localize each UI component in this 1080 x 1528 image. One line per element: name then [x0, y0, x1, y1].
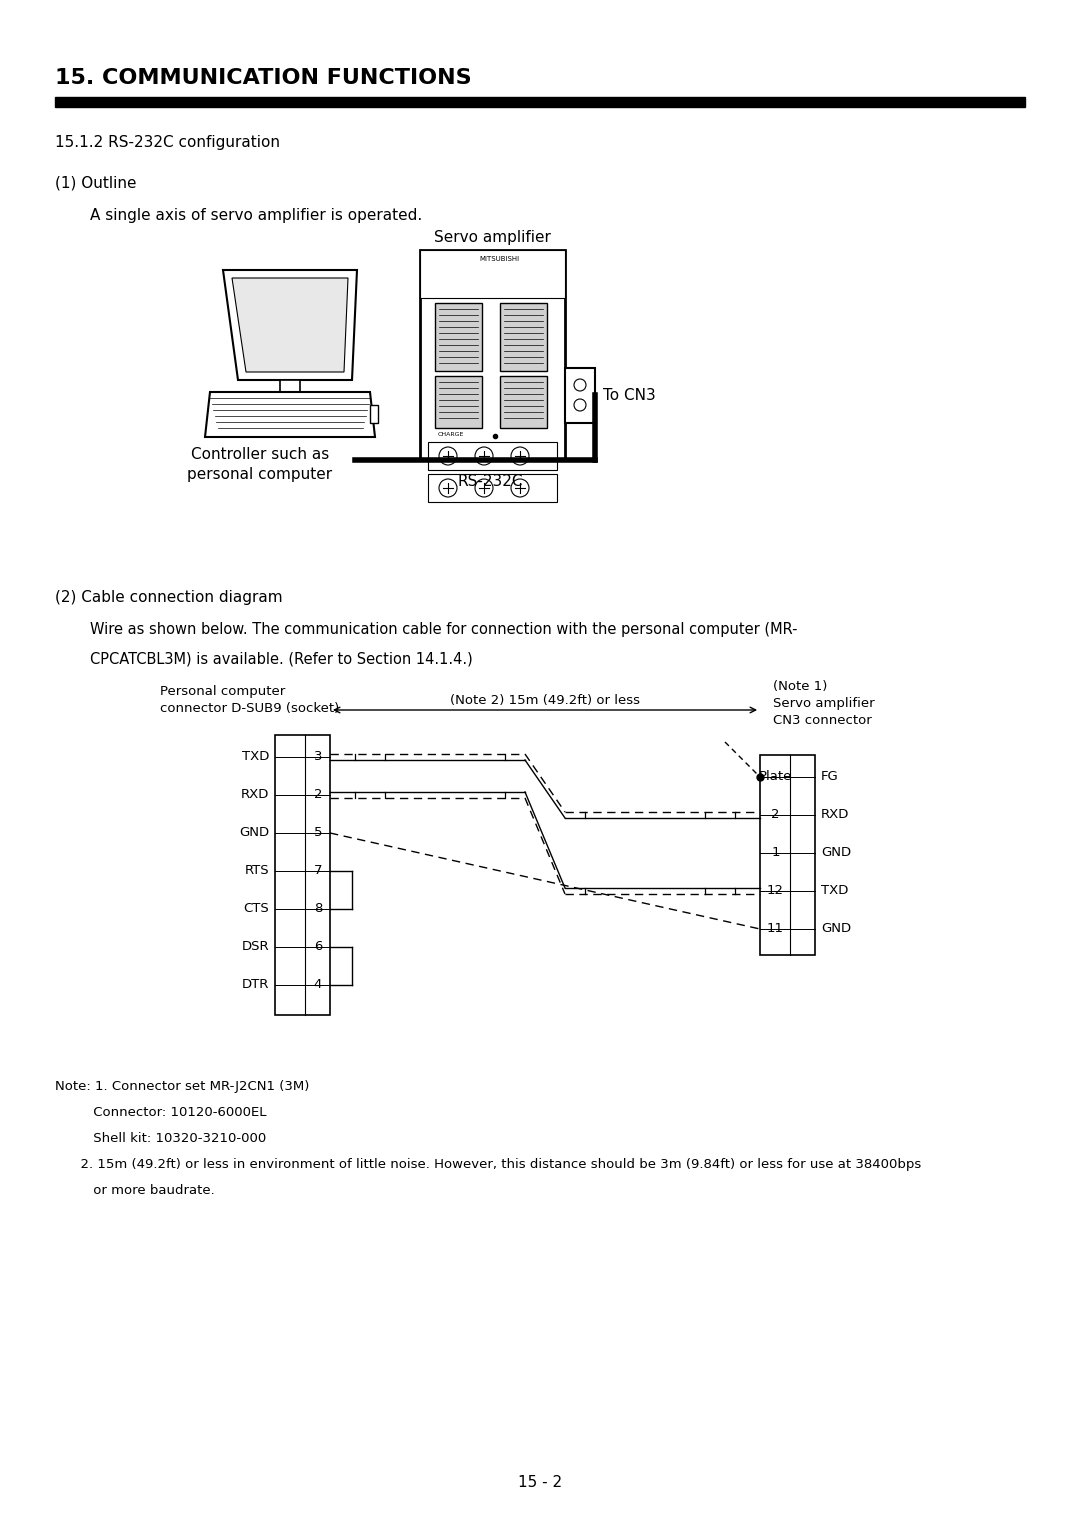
- Text: personal computer: personal computer: [188, 468, 333, 481]
- Text: GND: GND: [821, 847, 851, 859]
- Text: Personal computer: Personal computer: [160, 685, 285, 698]
- Circle shape: [511, 448, 529, 465]
- Text: MITSUBISHI: MITSUBISHI: [480, 257, 519, 261]
- Text: 1: 1: [771, 847, 780, 859]
- Text: Servo amplifier: Servo amplifier: [773, 697, 875, 711]
- Text: Note: 1. Connector set MR-J2CN1 (3M): Note: 1. Connector set MR-J2CN1 (3M): [55, 1080, 309, 1093]
- Bar: [500, 303, 546, 371]
- Text: Connector: 10120-6000EL: Connector: 10120-6000EL: [55, 1106, 267, 1118]
- Text: 12: 12: [767, 885, 784, 897]
- Text: 8: 8: [313, 903, 322, 915]
- Text: RS-232C: RS-232C: [457, 474, 523, 489]
- Text: 2: 2: [771, 808, 780, 822]
- Text: Plate: Plate: [759, 770, 792, 784]
- Text: CPCATCBL3M) is available. (Refer to Section 14.1.4.): CPCATCBL3M) is available. (Refer to Sect…: [90, 652, 473, 668]
- Text: DSR: DSR: [241, 941, 269, 953]
- Circle shape: [573, 379, 586, 391]
- Circle shape: [475, 448, 492, 465]
- Text: 3: 3: [313, 750, 322, 764]
- Text: GND: GND: [821, 923, 851, 935]
- Text: 2: 2: [313, 788, 322, 802]
- Bar: [428, 442, 557, 471]
- Text: Shell kit: 10320-3210-000: Shell kit: 10320-3210-000: [55, 1132, 267, 1144]
- Text: FG: FG: [821, 770, 839, 784]
- Bar: [565, 368, 595, 423]
- Text: Wire as shown below. The communication cable for connection with the personal co: Wire as shown below. The communication c…: [90, 622, 797, 637]
- Bar: [760, 755, 815, 955]
- Circle shape: [573, 399, 586, 411]
- Bar: [420, 251, 565, 298]
- Bar: [435, 376, 482, 428]
- Text: 4: 4: [313, 978, 322, 992]
- Polygon shape: [205, 393, 375, 437]
- Text: Controller such as: Controller such as: [191, 448, 329, 461]
- Text: GND: GND: [239, 827, 269, 839]
- Text: 2. 15m (49.2ft) or less in environment of little noise. However, this distance s: 2. 15m (49.2ft) or less in environment o…: [55, 1158, 921, 1170]
- Text: (Note 2) 15m (49.2ft) or less: (Note 2) 15m (49.2ft) or less: [450, 694, 640, 707]
- Bar: [275, 735, 330, 1015]
- Text: To CN3: To CN3: [603, 388, 656, 402]
- Bar: [370, 405, 378, 423]
- Circle shape: [475, 478, 492, 497]
- Text: 15.1.2 RS-232C configuration: 15.1.2 RS-232C configuration: [55, 134, 280, 150]
- Text: RTS: RTS: [244, 865, 269, 877]
- Text: 7: 7: [313, 865, 322, 877]
- Text: 15. COMMUNICATION FUNCTIONS: 15. COMMUNICATION FUNCTIONS: [55, 69, 472, 89]
- Bar: [420, 251, 565, 460]
- Polygon shape: [222, 270, 357, 380]
- Text: TXD: TXD: [242, 750, 269, 764]
- Text: RXD: RXD: [241, 788, 269, 802]
- Text: 15 - 2: 15 - 2: [518, 1475, 562, 1490]
- Text: 6: 6: [313, 941, 322, 953]
- Text: Servo amplifier: Servo amplifier: [434, 231, 551, 244]
- Bar: [428, 474, 557, 503]
- Text: A single axis of servo amplifier is operated.: A single axis of servo amplifier is oper…: [90, 208, 422, 223]
- Text: CHARGE: CHARGE: [438, 432, 464, 437]
- Circle shape: [511, 478, 529, 497]
- Bar: [55, 96, 1025, 107]
- Text: CN3 connector: CN3 connector: [773, 714, 872, 727]
- Text: (2) Cable connection diagram: (2) Cable connection diagram: [55, 590, 283, 605]
- Text: RXD: RXD: [821, 808, 849, 822]
- Text: 11: 11: [767, 923, 784, 935]
- Text: TXD: TXD: [821, 885, 849, 897]
- Circle shape: [438, 478, 457, 497]
- Text: (1) Outline: (1) Outline: [55, 176, 136, 189]
- Circle shape: [438, 448, 457, 465]
- Text: connector D-SUB9 (socket): connector D-SUB9 (socket): [160, 701, 339, 715]
- Text: (Note 1): (Note 1): [773, 680, 827, 694]
- Bar: [435, 303, 482, 371]
- Bar: [500, 376, 546, 428]
- Text: DTR: DTR: [242, 978, 269, 992]
- Bar: [280, 380, 300, 393]
- Text: CTS: CTS: [243, 903, 269, 915]
- Text: 5: 5: [313, 827, 322, 839]
- Text: or more baudrate.: or more baudrate.: [55, 1184, 215, 1196]
- Polygon shape: [232, 278, 348, 371]
